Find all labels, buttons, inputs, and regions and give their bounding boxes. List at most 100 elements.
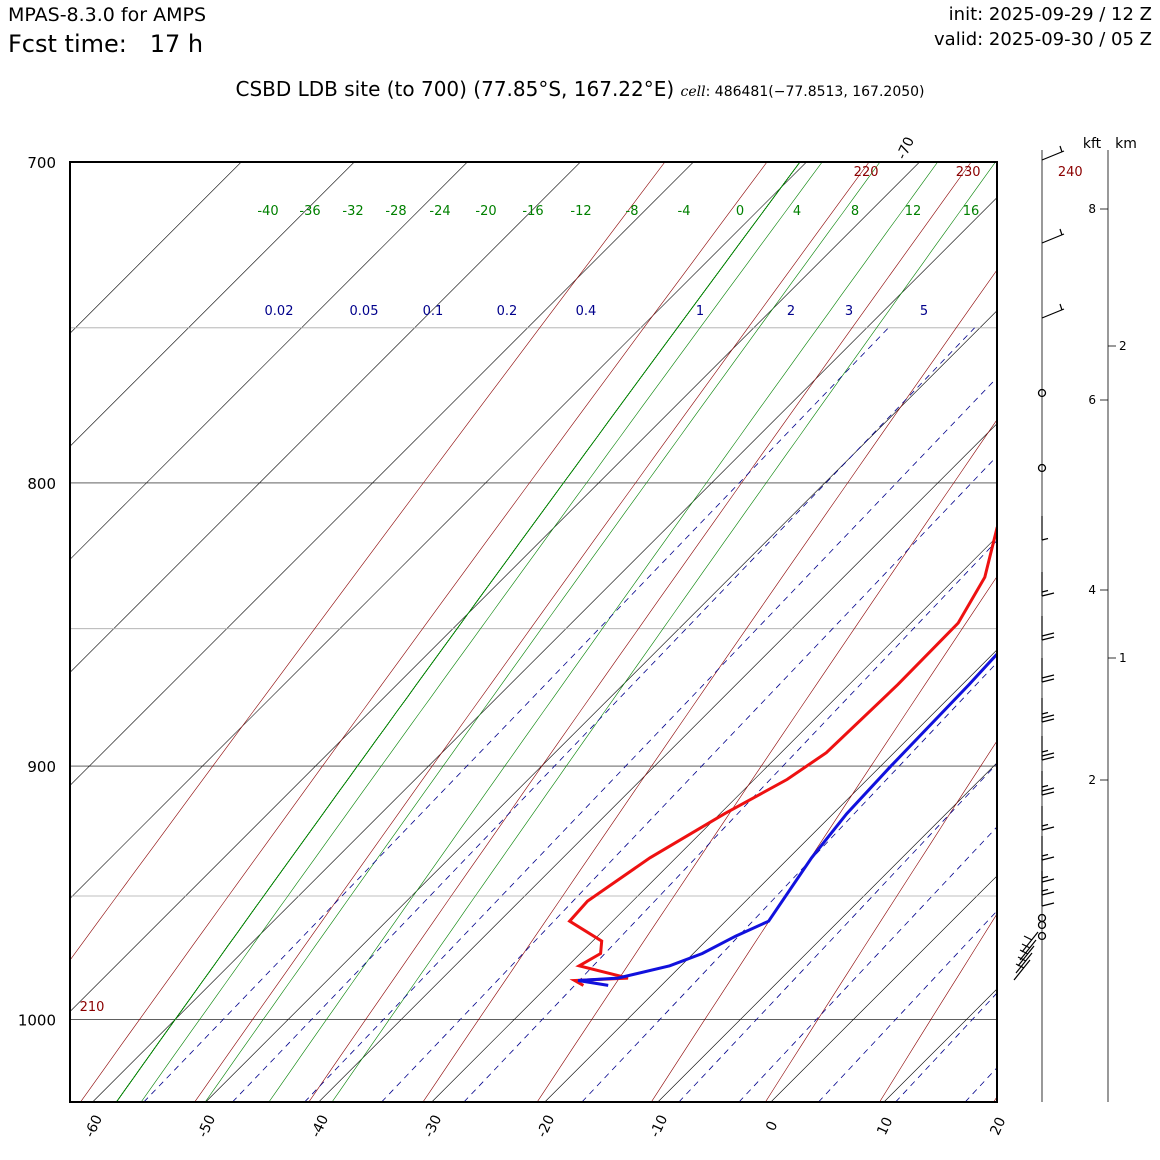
mixing-ratio-label: 0.2 bbox=[497, 304, 518, 319]
wind-barb-flag bbox=[1059, 303, 1063, 311]
isotherm-line bbox=[1110, 0, 1160, 1102]
grid-labels: 210220230240250260270280290300-40-36-32-… bbox=[80, 165, 1160, 1015]
moist-adiabat-label: -28 bbox=[385, 204, 406, 219]
wind-barb bbox=[1013, 959, 1031, 981]
wind-barb-flag bbox=[1041, 589, 1049, 593]
pressure-tick-label: 800 bbox=[27, 475, 56, 493]
isotherm-bottom-label: 0 bbox=[763, 1119, 781, 1134]
forecast-time: Fcst time: 17 h bbox=[8, 30, 203, 58]
wind-barb-flag bbox=[1041, 823, 1049, 827]
mixing-ratio-label: 0.1 bbox=[423, 304, 444, 319]
wind-calm-circle bbox=[1037, 920, 1047, 930]
wind-barb-flag bbox=[1041, 787, 1055, 792]
wind-barb-flag bbox=[1041, 891, 1055, 896]
mixing-ratio-line bbox=[1057, 328, 1160, 1102]
wind-barb bbox=[1041, 736, 1055, 761]
wind-barb-flag bbox=[1041, 674, 1055, 679]
kft-tick-label: 2 bbox=[1088, 773, 1096, 787]
dry-adiabat-line bbox=[993, 1096, 997, 1102]
moist-adiabat-label: -16 bbox=[522, 204, 543, 219]
dry-adiabat-line bbox=[80, 162, 768, 1102]
wind-barb-flag bbox=[1041, 875, 1049, 879]
profiles bbox=[567, 524, 997, 987]
isotherm-line bbox=[70, 162, 468, 560]
mixing-ratio-line bbox=[818, 910, 997, 1102]
wind-barb-staff bbox=[1017, 945, 1035, 967]
wind-barb-staff bbox=[1041, 150, 1065, 161]
wind-barb-staff bbox=[1041, 233, 1065, 244]
wind-barb bbox=[1041, 516, 1049, 541]
wind-barb-flag bbox=[1041, 636, 1055, 641]
wind-barb-flag bbox=[1041, 878, 1055, 883]
isotherm-line bbox=[657, 762, 997, 1102]
wind-barb-flag bbox=[1041, 856, 1055, 861]
wind-barb-flag bbox=[1041, 537, 1049, 541]
dry-adiabat-label: 240 bbox=[1058, 165, 1083, 180]
isotherm-bottom-label: -10 bbox=[647, 1113, 671, 1140]
mixing-ratio-line bbox=[581, 662, 997, 1102]
mixing-ratio-label: 0.02 bbox=[265, 304, 294, 319]
isotherm-line bbox=[770, 875, 997, 1102]
wind-calm-circle bbox=[1037, 931, 1047, 941]
km-tick-label: 2 bbox=[1119, 339, 1127, 353]
height-axis: kft km 2 4 6 8 1 2 bbox=[1083, 136, 1137, 1102]
wind-barb-flag bbox=[1041, 791, 1055, 796]
pressure-tick-label: 900 bbox=[27, 758, 56, 776]
isotherm-line bbox=[205, 310, 997, 1102]
dry-adiabat-line bbox=[879, 913, 997, 1102]
wind-barb-staff bbox=[1019, 939, 1037, 961]
mixing-ratio-line bbox=[463, 540, 997, 1102]
pressure-tick-label: 1000 bbox=[18, 1011, 56, 1029]
moist-adiabat-label: -4 bbox=[678, 204, 691, 219]
cell-label: cell bbox=[680, 84, 706, 100]
wind-barb-panel bbox=[1013, 145, 1065, 1102]
wind-barb bbox=[1041, 806, 1055, 831]
wind-barb bbox=[1041, 572, 1055, 597]
wind-barb bbox=[1041, 882, 1055, 907]
wind-barb-flag bbox=[1023, 935, 1033, 941]
forecast-time-value: 17 h bbox=[149, 30, 204, 58]
dry-adiabat-label: 220 bbox=[854, 165, 879, 180]
moist-adiabat-label: -12 bbox=[570, 204, 591, 219]
wind-barb-flag bbox=[1041, 749, 1049, 753]
moist-adiabat-label: -24 bbox=[429, 204, 450, 219]
wind-barb-flag bbox=[1041, 592, 1055, 597]
dry-adiabat-line bbox=[650, 575, 997, 1102]
moist-adiabat-label: -32 bbox=[342, 204, 363, 219]
wind-barb bbox=[1041, 228, 1065, 244]
wind-barb-staff bbox=[1015, 952, 1033, 974]
moist-adiabat-label: -8 bbox=[626, 204, 639, 219]
isotherm-bottom-label: 10 bbox=[874, 1115, 896, 1138]
forecast-time-label: Fcst time: bbox=[8, 30, 127, 58]
pressure-tick-label: 700 bbox=[27, 154, 56, 172]
kft-units-label: kft bbox=[1083, 136, 1102, 152]
mixing-ratio-label: 0.4 bbox=[576, 304, 597, 319]
wind-barb bbox=[1041, 836, 1055, 861]
temperature-profile bbox=[567, 524, 997, 987]
moist-adiabat-line bbox=[1134, 127, 1160, 1113]
wind-calm-circle bbox=[1037, 388, 1047, 398]
dry-adiabat-line bbox=[1101, 127, 1160, 1113]
wind-barb-flag bbox=[1041, 632, 1055, 637]
moist-adiabat-label: -40 bbox=[257, 204, 278, 219]
wind-barb bbox=[1041, 145, 1065, 161]
moist-adiabat-line bbox=[140, 162, 823, 1102]
wind-barb-flag bbox=[1059, 228, 1063, 236]
site-title: CSBD LDB site (to 700) (77.85°S, 167.22°… bbox=[235, 77, 675, 101]
isotherm-bottom-label: -40 bbox=[308, 1113, 332, 1140]
mixing-ratio-line bbox=[895, 992, 997, 1102]
isotherm-line bbox=[92, 197, 997, 1102]
wind-barb-flag bbox=[1041, 756, 1055, 761]
wind-barb bbox=[1021, 931, 1039, 953]
isotherm-line bbox=[70, 162, 920, 1012]
mixing-ratio-label: 2 bbox=[787, 304, 795, 319]
kft-tick-label: 6 bbox=[1088, 393, 1096, 407]
moist-adiabat-label: 12 bbox=[905, 204, 922, 219]
wind-barb bbox=[1041, 616, 1055, 641]
wind-barb-flag bbox=[1059, 145, 1063, 153]
wind-barb-flag bbox=[1041, 826, 1055, 831]
wind-barb bbox=[1041, 858, 1055, 883]
isotherm-line bbox=[70, 162, 581, 673]
